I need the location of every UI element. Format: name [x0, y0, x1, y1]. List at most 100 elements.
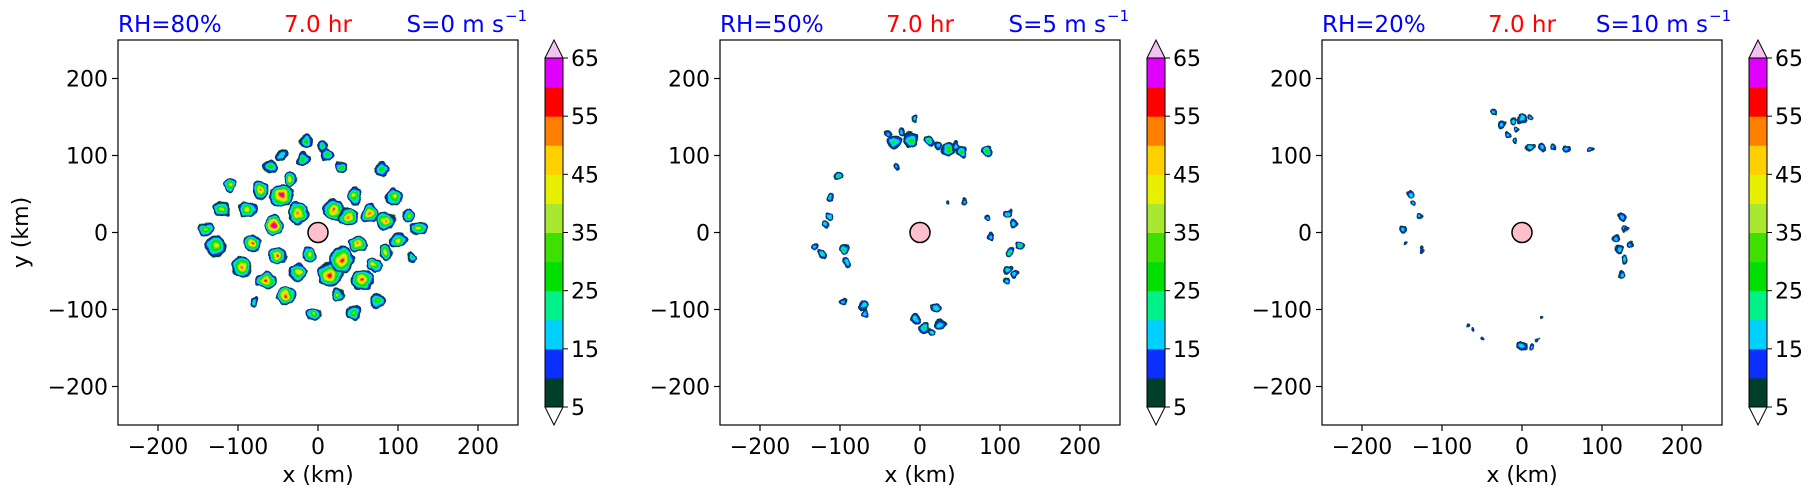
convective-cell [987, 232, 994, 240]
convective-cell [407, 251, 418, 264]
convective-cell [902, 132, 918, 149]
convective-cell [838, 244, 850, 255]
contour-level [1623, 258, 1626, 261]
y-tick-label: −200 [650, 376, 710, 401]
convective-cell [231, 256, 253, 278]
contour-level [1012, 221, 1016, 225]
contour-level [326, 154, 329, 157]
convective-cell [910, 313, 922, 325]
colorbar-extend-min [544, 406, 564, 427]
contour-level [892, 140, 896, 144]
colorbar-segment [1147, 145, 1165, 175]
convective-cell [1537, 143, 1547, 152]
contour-level [308, 252, 312, 256]
contour-level [1008, 250, 1011, 254]
colorbar-segment [1147, 261, 1165, 292]
y-tick-label: −100 [48, 299, 108, 324]
convective-cell [268, 247, 288, 265]
convective-cell [1010, 271, 1019, 279]
contour-level [376, 298, 380, 303]
y-tick-label: 0 [696, 222, 710, 247]
colorbar-segment [1749, 377, 1767, 408]
contour-level [1466, 323, 1469, 327]
convective-cell [1419, 249, 1425, 254]
title-left: RH=50% [720, 12, 824, 38]
convective-cell [1416, 213, 1423, 221]
convective-cell [981, 145, 995, 158]
contour-level [302, 158, 305, 161]
contour-level [909, 138, 912, 142]
contour-level [252, 300, 256, 304]
colorbar-tick-label: 35 [1775, 222, 1803, 247]
convective-cell [329, 246, 355, 273]
colorbar-segment [545, 58, 563, 88]
center-marker [1511, 221, 1533, 244]
convective-cell [316, 139, 328, 153]
convective-cell [243, 234, 261, 254]
contour-level [1412, 202, 1416, 205]
y-tick-label: 200 [66, 68, 108, 93]
colorbar-tick-label: 45 [1173, 163, 1201, 188]
contour-level [392, 196, 396, 200]
colorbar-segment [1147, 290, 1165, 321]
x-axis-label: x (km) [282, 463, 353, 488]
convective-cell [299, 134, 313, 149]
contour-level [842, 248, 846, 251]
convective-cell [934, 139, 942, 149]
colorbar-tick-label: 55 [1775, 105, 1803, 130]
contour-level [894, 165, 898, 169]
x-axis-label: x (km) [1486, 463, 1557, 488]
x-tick-label: −100 [810, 435, 870, 460]
convective-cell [887, 134, 902, 149]
colorbar-segment [545, 377, 563, 408]
x-tick-label: −100 [208, 435, 268, 460]
contour-level [1006, 212, 1010, 215]
x-tick-label: −200 [730, 435, 790, 460]
center-marker [307, 221, 329, 244]
convective-cell [1406, 190, 1414, 198]
y-tick-label: 100 [668, 145, 710, 170]
colorbar-segment [1147, 319, 1165, 350]
convective-cell [892, 164, 900, 171]
convective-cell [366, 257, 382, 272]
y-tick-label: −200 [1252, 376, 1312, 401]
x-tick-label: −100 [1412, 435, 1472, 460]
convective-cell [331, 286, 345, 302]
title-center: 7.0 hr [284, 12, 352, 38]
contour-level [934, 306, 938, 310]
contour-level [1471, 329, 1474, 333]
contour-level [352, 194, 356, 197]
x-tick-label: 200 [1059, 435, 1101, 460]
contour-level [1520, 117, 1524, 120]
colorbar-extend-min [1146, 406, 1166, 427]
convective-cell [1535, 338, 1541, 343]
convective-cell [960, 198, 968, 206]
colorbar-tick-label: 5 [1173, 396, 1187, 421]
convective-cell [1005, 246, 1014, 257]
convective-cell [1617, 212, 1627, 222]
colorbar-segment [1147, 348, 1165, 379]
convective-cell [1528, 343, 1535, 350]
contour-level [1013, 273, 1016, 276]
convective-cell [945, 199, 951, 205]
convective-cell [385, 188, 403, 207]
colorbar-segment [1749, 232, 1767, 263]
contour-level [1404, 242, 1408, 246]
contour-level [304, 139, 308, 144]
convective-cell [1403, 241, 1409, 247]
contour-level [272, 223, 276, 227]
contour-level [372, 263, 376, 266]
convective-cell [252, 180, 269, 200]
center-marker [909, 221, 931, 244]
contour-level [276, 254, 280, 257]
convective-cell [842, 257, 851, 267]
colorbar-tick-label: 55 [571, 105, 599, 130]
contour-level [820, 252, 824, 256]
contour-level [1618, 248, 1621, 251]
contour-level [1530, 345, 1533, 348]
contour-level [1520, 344, 1524, 349]
contour-level [841, 300, 847, 304]
contour-level [928, 140, 931, 143]
convective-cell [884, 131, 892, 137]
convective-cell [214, 201, 230, 218]
